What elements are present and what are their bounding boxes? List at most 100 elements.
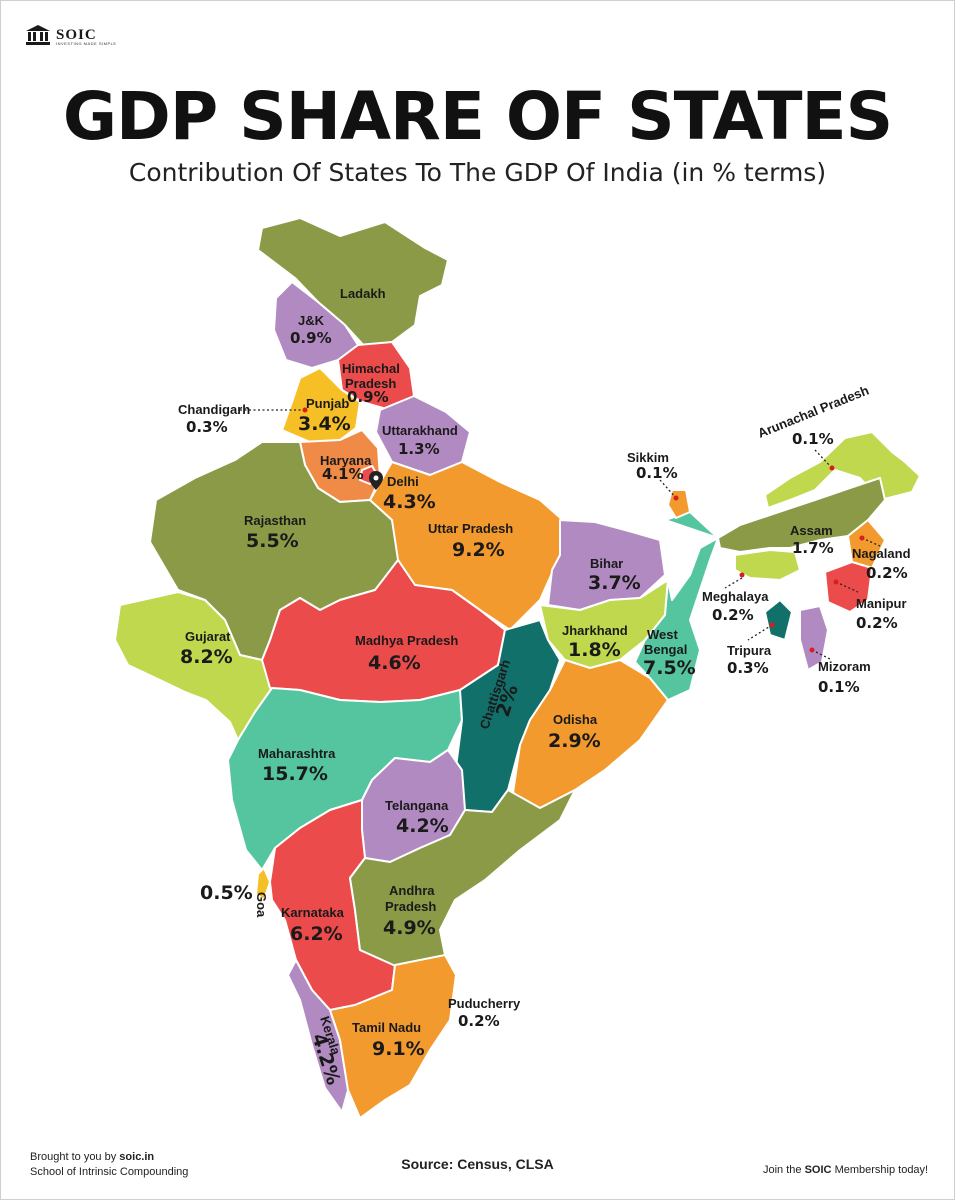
label-value: 0.2% bbox=[712, 606, 754, 624]
label-name: Assam bbox=[790, 523, 833, 538]
label-value: 2.9% bbox=[548, 730, 601, 752]
region-tripura bbox=[764, 599, 793, 641]
label-name: Himachal bbox=[342, 361, 400, 376]
label-name: Odisha bbox=[553, 712, 598, 727]
label-value: 4.1% bbox=[322, 465, 364, 483]
dot-meghalaya bbox=[739, 572, 745, 578]
credit-prefix: Brought to you by bbox=[30, 1151, 117, 1163]
leader-meghalaya bbox=[724, 577, 743, 589]
label-value: 7.5% bbox=[643, 657, 696, 679]
label-value: 4.9% bbox=[383, 917, 436, 939]
label-name: Tripura bbox=[727, 643, 772, 658]
label-name: Uttar Pradesh bbox=[428, 521, 513, 536]
label-value: 0.1% bbox=[818, 678, 860, 696]
region-west-bengal bbox=[634, 511, 719, 701]
label-value: 0.2% bbox=[458, 1012, 500, 1030]
leader-nagaland bbox=[861, 537, 881, 547]
site-link[interactable]: soic.in bbox=[119, 1151, 155, 1163]
state-shapes bbox=[114, 217, 921, 1119]
leader-lines bbox=[240, 407, 881, 661]
label-value: 4.3% bbox=[383, 491, 436, 513]
region-tamil-nadu bbox=[329, 954, 457, 1119]
leader-tripura bbox=[747, 624, 773, 641]
label-name: Goa bbox=[254, 892, 269, 918]
region-punjab bbox=[281, 367, 361, 443]
dot-nagaland bbox=[859, 535, 865, 541]
label-name: Puducherry bbox=[448, 996, 521, 1011]
label-value: 0.2% bbox=[866, 564, 908, 582]
region-odisha bbox=[511, 659, 669, 809]
label-value: 6.2% bbox=[290, 923, 343, 945]
source-note: Source: Census, CLSA bbox=[401, 1156, 554, 1172]
page-title: GDP SHARE OF STATES bbox=[62, 78, 893, 155]
region-goa bbox=[255, 867, 271, 901]
label-value: 9.2% bbox=[452, 539, 505, 561]
label-name: Pradesh bbox=[385, 899, 436, 914]
label-value: 9.1% bbox=[372, 1038, 425, 1060]
cta-suffix: Membership today! bbox=[834, 1164, 929, 1176]
label-value: 0.1% bbox=[792, 430, 834, 448]
label-value: 0.9% bbox=[347, 388, 389, 406]
label-name: Delhi bbox=[387, 474, 419, 489]
label-name: Punjab bbox=[306, 396, 349, 411]
label-value: 0.3% bbox=[727, 659, 769, 677]
label-name: J&K bbox=[298, 313, 325, 328]
label-value: 4.2% bbox=[396, 815, 449, 837]
label-value: 0.2% bbox=[856, 614, 898, 632]
label-name: Bengal bbox=[644, 642, 687, 657]
label-name: Haryana bbox=[320, 453, 372, 468]
label-value: 0.5% bbox=[200, 882, 253, 904]
label-value: 1.3% bbox=[398, 440, 440, 458]
label-value: 3.4% bbox=[298, 413, 351, 435]
cta-prefix: Join the bbox=[763, 1164, 802, 1176]
label-name: Sikkim bbox=[627, 450, 669, 465]
label-value: 8.2% bbox=[180, 646, 233, 668]
label-value: 0.1% bbox=[636, 464, 678, 482]
delhi-pin-icon bbox=[369, 471, 383, 490]
brand-tagline: INVESTING MADE SIMPLE bbox=[56, 41, 117, 46]
label-name: Maharashtra bbox=[258, 746, 336, 761]
label-name: Pradesh bbox=[345, 376, 396, 391]
region-meghalaya bbox=[734, 549, 801, 581]
brand-logo: SOIC INVESTING MADE SIMPLE bbox=[24, 24, 116, 46]
label-value: 4.6% bbox=[368, 652, 421, 674]
dot-manipur bbox=[833, 579, 839, 585]
label-name: Meghalaya bbox=[702, 589, 769, 604]
page-subtitle: Contribution Of States To The GDP Of Ind… bbox=[128, 158, 827, 187]
institution-icon bbox=[26, 25, 50, 45]
footer-credit: Brought to you by soic.in School of Intr… bbox=[30, 1150, 188, 1180]
label-name: Ladakh bbox=[340, 286, 386, 301]
region-nagaland bbox=[847, 519, 886, 569]
dot-sikkim bbox=[673, 495, 679, 501]
dot-arunachal bbox=[829, 465, 835, 471]
region-sikkim bbox=[667, 489, 691, 519]
label-value: 0.3% bbox=[186, 418, 228, 436]
label-name: Mizoram bbox=[818, 659, 871, 674]
label-name: Nagaland bbox=[852, 546, 911, 561]
label-name: Chandigarh bbox=[178, 402, 250, 417]
brand-name: SOIC bbox=[56, 26, 97, 43]
label-value: 1.8% bbox=[568, 639, 621, 661]
dot-tripura bbox=[769, 622, 775, 628]
cta-brand: SOIC bbox=[804, 1164, 832, 1176]
dot-chandigarh bbox=[302, 407, 308, 413]
label-value: 15.7% bbox=[262, 763, 328, 785]
label-value: 5.5% bbox=[246, 530, 299, 552]
label-name: Jharkhand bbox=[562, 623, 628, 638]
label-name: Madhya Pradesh bbox=[355, 633, 458, 648]
label-value: 1.7% bbox=[792, 539, 834, 557]
leader-mizoram bbox=[811, 649, 833, 661]
region-manipur bbox=[824, 561, 873, 613]
label-name: Tamil Nadu bbox=[352, 1020, 421, 1035]
region-ladakh bbox=[257, 217, 449, 351]
label-name: Karnataka bbox=[281, 905, 345, 920]
label-name: Gujarat bbox=[185, 629, 231, 644]
dot-mizoram bbox=[809, 647, 815, 653]
region-kerala bbox=[287, 959, 349, 1113]
label-name: Uttarakhand bbox=[382, 423, 458, 438]
school-name: School of Intrinsic Compounding bbox=[30, 1166, 189, 1178]
label-name: West bbox=[647, 627, 678, 642]
label-name: Rajasthan bbox=[244, 513, 306, 528]
label-name: Bihar bbox=[590, 556, 623, 571]
